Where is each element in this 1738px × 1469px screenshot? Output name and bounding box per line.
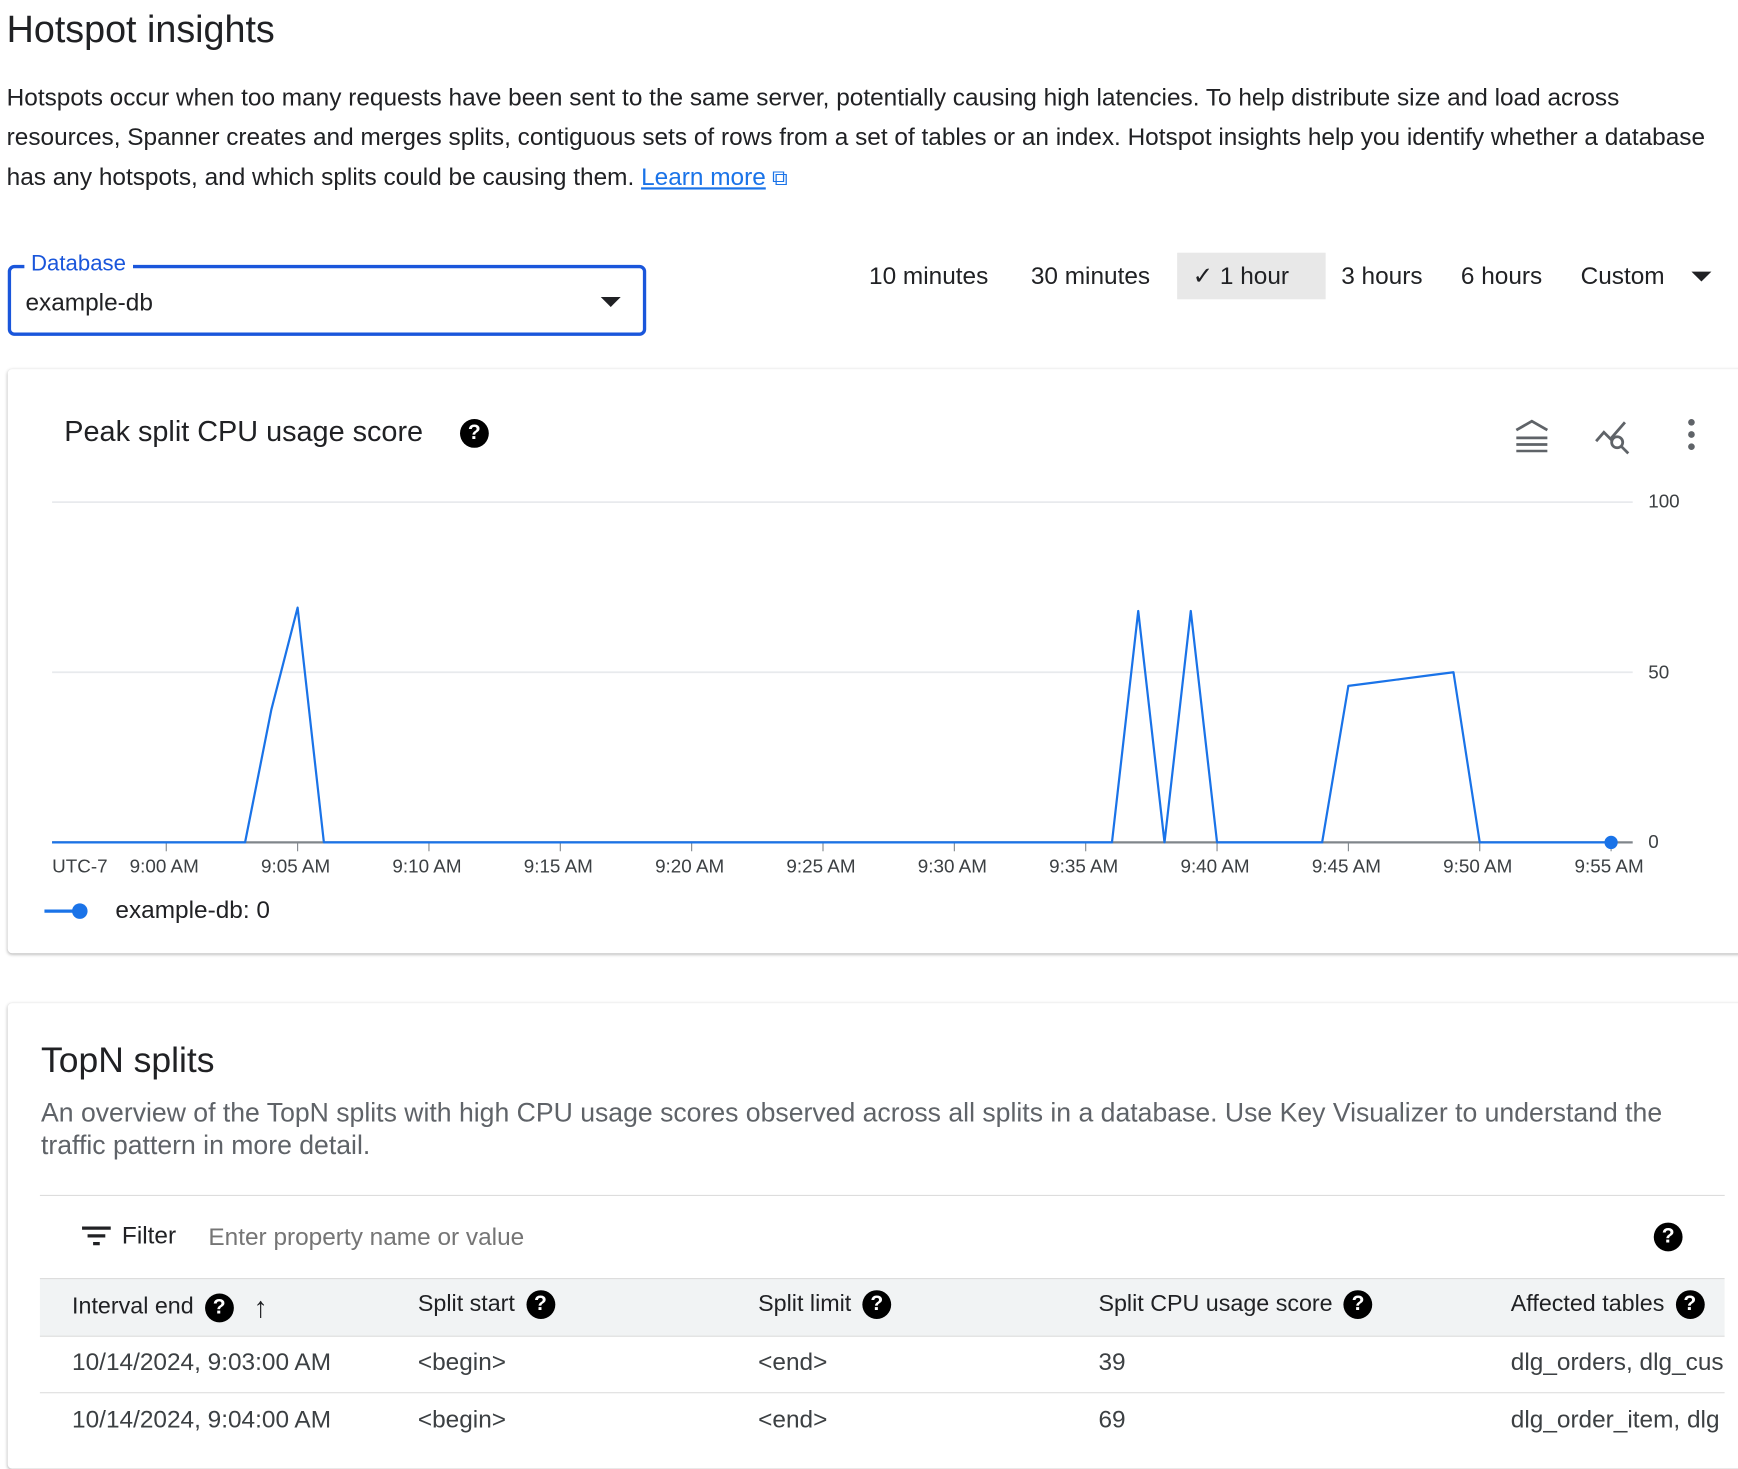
chart-card bbox=[7, 369, 1738, 954]
table-cell: 39 bbox=[1098, 1347, 1126, 1376]
column-split-start[interactable]: Split start? bbox=[417, 1290, 555, 1320]
table-cell: <begin> bbox=[417, 1347, 507, 1376]
chart-title-text: Peak split CPU usage score bbox=[64, 414, 424, 448]
table-cell: dlg_orders, dlg_cus bbox=[1510, 1347, 1724, 1376]
chart-legend[interactable]: example-db: 0 bbox=[44, 896, 270, 925]
legend-colon: : bbox=[242, 895, 257, 924]
x-tick-label: 9:45 AM bbox=[1311, 855, 1381, 877]
check-icon: ✓ bbox=[1192, 261, 1220, 290]
x-tick-label: 9:05 AM bbox=[261, 855, 331, 877]
database-select[interactable]: Database example-db bbox=[7, 251, 647, 336]
legend-value: 0 bbox=[256, 895, 270, 924]
time-range-3h[interactable]: 3 hours bbox=[1341, 261, 1423, 290]
series-line bbox=[52, 606, 1612, 844]
description-text: Hotspots occur when too many requests ha… bbox=[6, 83, 1706, 191]
x-tick-label: 9:25 AM bbox=[786, 855, 856, 877]
chevron-down-icon bbox=[600, 297, 621, 308]
x-tick-label: 9:00 AM bbox=[129, 855, 199, 877]
help-icon[interactable]: ? bbox=[204, 1292, 234, 1322]
column-interval-end[interactable]: Interval end? ↑ bbox=[72, 1290, 268, 1324]
more-options-icon[interactable] bbox=[1680, 417, 1702, 455]
topn-description: An overview of the TopN splits with high… bbox=[41, 1098, 1663, 1161]
time-range-1h[interactable]: ✓ 1 hour bbox=[1177, 252, 1326, 300]
help-icon[interactable]: ? bbox=[459, 419, 489, 448]
x-tick-label: 9:50 AM bbox=[1443, 855, 1513, 877]
table-cell: <end> bbox=[758, 1347, 828, 1376]
help-icon[interactable]: ? bbox=[1343, 1290, 1373, 1320]
learn-more-link[interactable]: Learn more bbox=[641, 162, 766, 191]
x-tick-label: 9:10 AM bbox=[392, 855, 462, 877]
time-range-6h[interactable]: 6 hours bbox=[1460, 261, 1543, 290]
line-chart bbox=[52, 501, 1633, 852]
help-icon[interactable]: ? bbox=[1653, 1222, 1683, 1252]
database-label: Database bbox=[24, 251, 133, 278]
column-label: Interval end bbox=[72, 1293, 194, 1320]
topn-title: TopN splits bbox=[41, 1039, 215, 1080]
x-tick-label: 9:15 AM bbox=[523, 855, 593, 877]
column-label: Affected tables bbox=[1510, 1290, 1665, 1317]
legend-series-name: example-db bbox=[115, 895, 243, 924]
divider bbox=[39, 1392, 1725, 1394]
table-cell: dlg_order_item, dlg bbox=[1510, 1405, 1720, 1434]
column-split-limit[interactable]: Split limit? bbox=[758, 1290, 892, 1320]
table-cell: <begin> bbox=[417, 1405, 507, 1434]
help-icon[interactable]: ? bbox=[525, 1290, 555, 1320]
column-label: Split limit bbox=[758, 1290, 852, 1317]
time-range-30m[interactable]: 30 minutes bbox=[1030, 261, 1151, 290]
legend-toggle-icon[interactable] bbox=[1514, 417, 1549, 453]
divider bbox=[39, 1194, 1725, 1196]
explore-chart-icon[interactable] bbox=[1594, 417, 1632, 455]
table-cell: 69 bbox=[1098, 1405, 1126, 1434]
column-label: Split start bbox=[417, 1290, 515, 1317]
y-tick-0: 0 bbox=[1648, 831, 1659, 853]
time-range-label: 1 hour bbox=[1219, 261, 1290, 290]
x-tick-label: 9:30 AM bbox=[917, 855, 987, 877]
page-title: Hotspot insights bbox=[6, 8, 275, 51]
page-description: Hotspots occur when too many requests ha… bbox=[7, 78, 1736, 199]
series-current-point bbox=[1604, 835, 1618, 850]
legend-swatch-icon bbox=[44, 903, 88, 920]
time-range-10m[interactable]: 10 minutes bbox=[869, 261, 989, 290]
sort-ascending-icon[interactable]: ↑ bbox=[253, 1290, 268, 1324]
y-tick-50: 50 bbox=[1648, 661, 1670, 683]
x-tick-label: 9:55 AM bbox=[1574, 855, 1644, 877]
external-link-icon: ⧉ bbox=[765, 166, 788, 191]
table-clip bbox=[1724, 1274, 1738, 1453]
column-label: Split CPU usage score bbox=[1098, 1290, 1333, 1317]
filter-icon bbox=[82, 1226, 111, 1246]
column-cpu-score[interactable]: Split CPU usage score? bbox=[1098, 1290, 1373, 1320]
chart-title: Peak split CPU usage score ? bbox=[64, 414, 489, 449]
x-tick-label: 9:20 AM bbox=[655, 855, 725, 877]
column-affected-tables[interactable]: Affected tables? bbox=[1510, 1290, 1705, 1320]
x-tick-label: 9:40 AM bbox=[1180, 855, 1250, 877]
y-tick-100: 100 bbox=[1648, 491, 1680, 513]
help-icon[interactable]: ? bbox=[1675, 1290, 1705, 1320]
time-range-custom[interactable]: Custom bbox=[1565, 253, 1733, 300]
table-cell: <end> bbox=[758, 1405, 828, 1434]
filter-label: Filter bbox=[121, 1221, 177, 1250]
filter-input[interactable] bbox=[206, 1217, 1541, 1257]
table-cell: 10/14/2024, 9:04:00 AM bbox=[72, 1405, 332, 1434]
x-tick-label: 9:35 AM bbox=[1049, 855, 1119, 877]
table-cell: 10/14/2024, 9:03:00 AM bbox=[72, 1347, 332, 1376]
timezone-label: UTC-7 bbox=[52, 855, 108, 877]
help-icon[interactable]: ? bbox=[862, 1290, 892, 1320]
time-range-label: Custom bbox=[1580, 261, 1665, 290]
chevron-down-icon bbox=[1691, 271, 1712, 282]
database-value: example-db bbox=[25, 288, 153, 316]
